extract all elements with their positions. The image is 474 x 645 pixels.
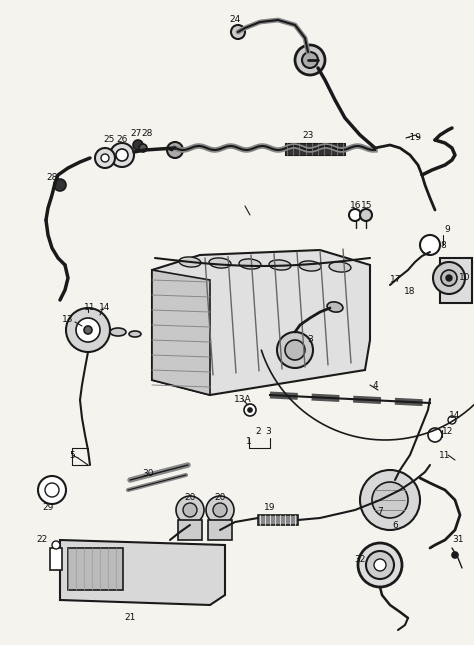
Ellipse shape: [239, 259, 261, 269]
Text: 1: 1: [246, 437, 252, 446]
Ellipse shape: [299, 261, 321, 271]
Ellipse shape: [209, 258, 231, 268]
Circle shape: [428, 428, 442, 442]
Circle shape: [360, 209, 372, 221]
Bar: [208, 520, 232, 540]
Text: 13: 13: [62, 315, 74, 324]
Text: 24: 24: [229, 15, 241, 25]
Text: 14: 14: [100, 304, 111, 312]
Circle shape: [360, 470, 420, 530]
Circle shape: [176, 496, 204, 524]
Circle shape: [358, 543, 402, 587]
Bar: [258, 515, 298, 525]
Text: 29: 29: [42, 504, 54, 513]
Bar: [68, 548, 123, 590]
Circle shape: [133, 140, 143, 150]
Text: 20: 20: [214, 493, 226, 502]
Text: 3: 3: [307, 335, 313, 344]
Circle shape: [420, 235, 440, 255]
Bar: [440, 258, 472, 303]
Text: 9: 9: [444, 226, 450, 235]
Text: 4: 4: [372, 381, 378, 390]
Circle shape: [285, 340, 305, 360]
Text: –19: –19: [406, 134, 422, 143]
Text: 14: 14: [449, 410, 461, 419]
Text: 20: 20: [184, 493, 196, 502]
Circle shape: [433, 262, 465, 294]
Text: 19: 19: [264, 504, 276, 513]
Text: 11: 11: [439, 450, 451, 459]
Text: 7: 7: [377, 508, 383, 517]
Circle shape: [101, 154, 109, 162]
Circle shape: [231, 25, 245, 39]
Text: 17: 17: [390, 275, 402, 284]
Circle shape: [95, 148, 115, 168]
Text: 25: 25: [103, 135, 115, 144]
Text: 6: 6: [392, 521, 398, 530]
Text: 10: 10: [459, 273, 471, 283]
Text: 30: 30: [142, 468, 154, 477]
Circle shape: [52, 541, 60, 549]
Ellipse shape: [269, 260, 291, 270]
Circle shape: [248, 408, 252, 412]
Circle shape: [441, 270, 457, 286]
Circle shape: [448, 416, 456, 424]
Circle shape: [372, 482, 408, 518]
Text: 23: 23: [302, 132, 314, 141]
Circle shape: [277, 332, 313, 368]
Ellipse shape: [110, 328, 126, 336]
Bar: [285, 143, 345, 155]
Text: 8: 8: [440, 241, 446, 250]
Circle shape: [167, 142, 183, 158]
Text: 12: 12: [442, 428, 454, 437]
Text: 26: 26: [116, 135, 128, 144]
Text: 28: 28: [141, 128, 153, 137]
Text: 27: 27: [130, 128, 142, 137]
Text: 2: 2: [255, 428, 261, 437]
Text: 31: 31: [452, 535, 464, 544]
Bar: [178, 520, 202, 540]
Circle shape: [54, 179, 66, 191]
Circle shape: [84, 326, 92, 334]
Text: 5: 5: [69, 450, 75, 459]
Circle shape: [452, 552, 458, 558]
Circle shape: [116, 149, 128, 161]
Circle shape: [76, 318, 100, 342]
Text: 15: 15: [361, 201, 373, 210]
Ellipse shape: [179, 257, 201, 267]
Circle shape: [110, 143, 134, 167]
Circle shape: [374, 559, 386, 571]
Polygon shape: [152, 270, 210, 395]
Text: 13A: 13A: [234, 395, 252, 404]
Circle shape: [139, 144, 147, 152]
Circle shape: [66, 308, 110, 352]
Polygon shape: [152, 250, 370, 395]
Text: 21: 21: [124, 613, 136, 622]
Ellipse shape: [327, 302, 343, 312]
Text: 3: 3: [265, 428, 271, 437]
Circle shape: [45, 483, 59, 497]
Circle shape: [302, 52, 318, 68]
Circle shape: [183, 503, 197, 517]
Circle shape: [206, 496, 234, 524]
Circle shape: [213, 503, 227, 517]
Text: 22: 22: [36, 535, 47, 544]
Circle shape: [349, 209, 361, 221]
Circle shape: [244, 404, 256, 416]
Circle shape: [366, 551, 394, 579]
Polygon shape: [60, 540, 225, 605]
Ellipse shape: [329, 262, 351, 272]
Bar: [50, 548, 62, 570]
Ellipse shape: [129, 331, 141, 337]
Text: 28: 28: [46, 174, 58, 183]
Circle shape: [295, 45, 325, 75]
Circle shape: [446, 275, 452, 281]
Text: 16: 16: [350, 201, 362, 210]
Text: 11: 11: [84, 304, 96, 312]
Circle shape: [38, 476, 66, 504]
Text: 18: 18: [404, 288, 416, 297]
Text: 32: 32: [354, 555, 365, 564]
